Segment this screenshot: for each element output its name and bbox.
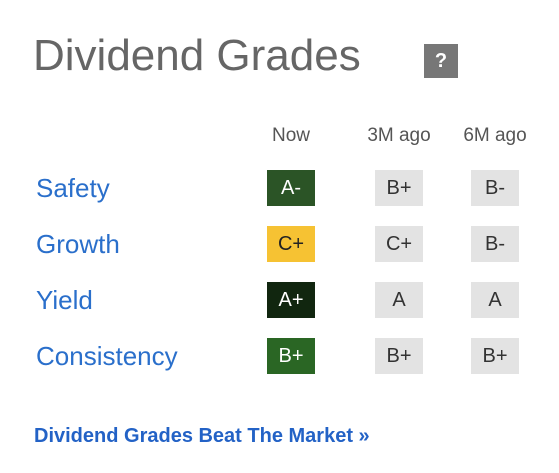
column-header: Now <box>271 125 310 146</box>
row-label[interactable]: Yield <box>36 285 93 315</box>
row-label[interactable]: Growth <box>36 229 120 259</box>
link[interactable]: Dividend Grades Beat The Market » <box>34 425 370 447</box>
grade-badge: B+ <box>375 338 423 374</box>
row-label[interactable]: Safety <box>36 173 110 203</box>
grade-badge: C+ <box>267 226 315 262</box>
grade-badge: B+ <box>267 338 315 374</box>
grade-badge: B- <box>471 170 519 206</box>
grade-badge: A- <box>267 170 315 206</box>
row-label[interactable]: Consistency <box>36 341 178 371</box>
grade-badge: B- <box>471 226 519 262</box>
grade-badge: B+ <box>471 338 519 374</box>
grade-badge: A <box>375 282 423 318</box>
grade-badge: B+ <box>375 170 423 206</box>
help-button[interactable]: ? <box>424 44 458 78</box>
column-header: 3M ago <box>367 125 431 146</box>
grade-badge: A <box>471 282 519 318</box>
column-header: 6M ago <box>463 125 527 146</box>
title: Dividend Grades <box>33 31 361 80</box>
grade-badge: A+ <box>267 282 315 318</box>
grade-badge: C+ <box>375 226 423 262</box>
